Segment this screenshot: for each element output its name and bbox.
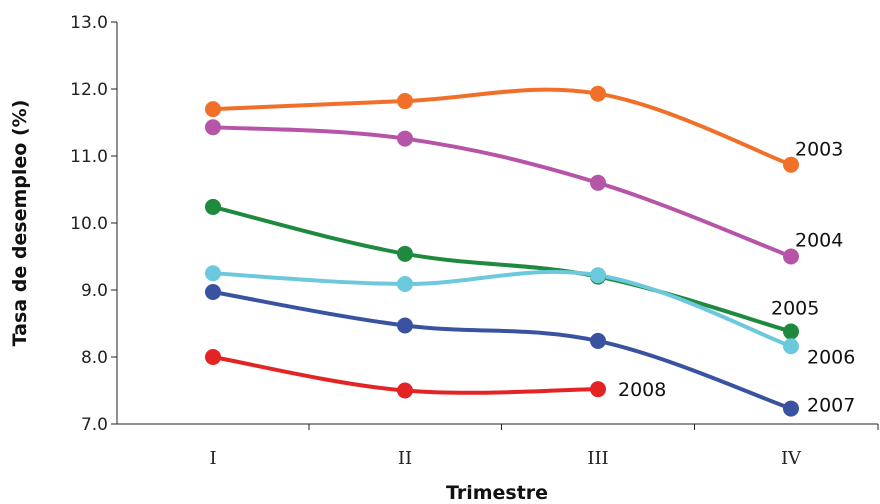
data-point-2006 bbox=[205, 265, 221, 282]
y-tick-label: 10.0 bbox=[70, 214, 108, 234]
x-tick-label: II bbox=[398, 448, 412, 469]
data-point-2005 bbox=[205, 198, 221, 215]
y-tick-label: 8.0 bbox=[81, 348, 108, 368]
series-line-2004 bbox=[211, 125, 793, 259]
data-point-2005 bbox=[783, 323, 799, 340]
y-tick-label: 9.0 bbox=[81, 281, 108, 301]
series-labels: 2003 2004 2005 2006 2007 2008 bbox=[618, 139, 855, 417]
data-point-2007 bbox=[590, 332, 606, 349]
data-point-2007 bbox=[397, 317, 413, 334]
axes bbox=[116, 22, 878, 425]
series-label-2008: 2008 bbox=[618, 379, 666, 401]
series-lines bbox=[211, 87, 793, 411]
data-point-2003 bbox=[397, 93, 413, 110]
data-point-2003 bbox=[590, 85, 606, 102]
data-point-2003 bbox=[783, 156, 799, 173]
series-line-2003 bbox=[211, 87, 793, 167]
data-point-2004 bbox=[205, 119, 221, 136]
data-point-2004 bbox=[783, 248, 799, 265]
data-point-2008 bbox=[590, 381, 606, 398]
x-ticks: I II III IV bbox=[209, 424, 879, 469]
data-point-2006 bbox=[783, 338, 799, 355]
data-point-2006 bbox=[590, 267, 606, 284]
data-point-2008 bbox=[397, 382, 413, 399]
data-point-2008 bbox=[205, 349, 221, 365]
data-point-2006 bbox=[397, 275, 413, 292]
y-ticks: 7.0 8.0 9.0 10.0 11.0 12.0 13.0 bbox=[70, 13, 117, 435]
data-point-2004 bbox=[397, 130, 413, 147]
y-axis-title: Tasa de desempleo (%) bbox=[9, 100, 31, 347]
series-label-2003: 2003 bbox=[795, 139, 843, 161]
series-label-2006: 2006 bbox=[807, 346, 855, 368]
data-point-2005 bbox=[397, 245, 413, 262]
data-point-2007 bbox=[783, 400, 799, 417]
data-point-2007 bbox=[205, 284, 221, 301]
data-point-2003 bbox=[205, 101, 221, 118]
x-tick-label: IV bbox=[781, 448, 802, 469]
series-points bbox=[205, 85, 799, 417]
y-tick-label: 7.0 bbox=[81, 415, 108, 435]
x-tick-label: I bbox=[209, 448, 216, 469]
series-label-2004: 2004 bbox=[795, 230, 843, 252]
x-tick-label: III bbox=[587, 448, 608, 469]
y-tick-label: 13.0 bbox=[70, 13, 108, 33]
series-line-2006 bbox=[211, 269, 793, 349]
y-tick-label: 11.0 bbox=[70, 147, 108, 167]
series-label-2007: 2007 bbox=[807, 395, 855, 417]
x-axis-title: Trimestre bbox=[446, 482, 548, 504]
data-point-2004 bbox=[590, 174, 606, 191]
series-label-2005: 2005 bbox=[771, 298, 819, 320]
y-tick-label: 12.0 bbox=[70, 80, 108, 100]
series-line-2005 bbox=[211, 204, 793, 334]
series-line-2007 bbox=[211, 290, 793, 411]
